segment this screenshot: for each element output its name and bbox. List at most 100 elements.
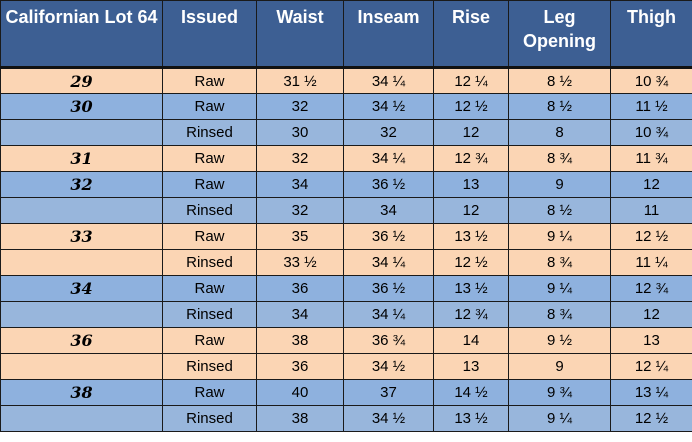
waist-cell: 32 xyxy=(256,197,344,224)
rise-cell: 12 ½ xyxy=(433,93,509,120)
thigh-cell: 11 xyxy=(610,197,692,224)
inseam-cell: 34 xyxy=(343,197,434,224)
size-cell: 30 xyxy=(0,93,163,120)
table-row: Rinsed 38 34 ½ 13 ½ 9 ¼ 12 ½ xyxy=(0,405,692,432)
inseam-cell: 36 ½ xyxy=(343,223,434,250)
leg-opening-cell: 9 ¼ xyxy=(508,223,611,250)
waist-cell: 36 xyxy=(256,275,344,302)
inseam-cell: 36 ¾ xyxy=(343,327,434,354)
leg-opening-cell: 9 ¼ xyxy=(508,405,611,432)
leg-opening-cell: 9 ¾ xyxy=(508,379,611,406)
issued-cell: Raw xyxy=(162,145,257,172)
thigh-cell: 13 ¼ xyxy=(610,379,692,406)
waist-cell: 38 xyxy=(256,405,344,432)
thigh-cell: 10 ¾ xyxy=(610,119,692,146)
thigh-cell: 11 ½ xyxy=(610,93,692,120)
leg-opening-cell: 8 ½ xyxy=(508,93,611,120)
thigh-cell: 12 ½ xyxy=(610,405,692,432)
waist-cell: 30 xyxy=(256,119,344,146)
table-row: Rinsed 32 34 12 8 ½ 11 xyxy=(0,197,692,224)
table-row: 29 Raw 31 ½ 34 ¼ 12 ¼ 8 ½ 10 ¾ xyxy=(0,66,692,94)
inseam-cell: 34 ¼ xyxy=(343,66,434,94)
header-issued: Issued xyxy=(162,0,257,68)
table-row: Rinsed 34 34 ¼ 12 ¾ 8 ¾ 12 xyxy=(0,301,692,328)
thigh-cell: 12 xyxy=(610,171,692,198)
rise-cell: 12 ½ xyxy=(433,249,509,276)
thigh-cell: 12 ¼ xyxy=(610,353,692,380)
size-cell: 32 xyxy=(0,171,163,198)
leg-opening-cell: 9 xyxy=(508,171,611,198)
waist-cell: 36 xyxy=(256,353,344,380)
rise-cell: 14 xyxy=(433,327,509,354)
thigh-cell: 12 xyxy=(610,301,692,328)
size-cell xyxy=(0,301,163,328)
thigh-cell: 11 ¾ xyxy=(610,145,692,172)
size-cell: 34 xyxy=(0,275,163,302)
rise-cell: 12 xyxy=(433,119,509,146)
issued-cell: Rinsed xyxy=(162,249,257,276)
header-inseam: Inseam xyxy=(343,0,434,68)
size-cell: 38 xyxy=(0,379,163,406)
waist-cell: 38 xyxy=(256,327,344,354)
table-row: 34 Raw 36 36 ½ 13 ½ 9 ¼ 12 ¾ xyxy=(0,275,692,302)
size-cell: 31 xyxy=(0,145,163,172)
thigh-cell: 12 ½ xyxy=(610,223,692,250)
rise-cell: 13 ½ xyxy=(433,405,509,432)
table-row: Rinsed 33 ½ 34 ¼ 12 ½ 8 ¾ 11 ¼ xyxy=(0,249,692,276)
table-row: Rinsed 36 34 ½ 13 9 12 ¼ xyxy=(0,353,692,380)
rise-cell: 12 ¾ xyxy=(433,301,509,328)
issued-cell: Raw xyxy=(162,66,257,94)
issued-cell: Rinsed xyxy=(162,197,257,224)
waist-cell: 32 xyxy=(256,93,344,120)
header-thigh: Thigh xyxy=(610,0,692,68)
issued-cell: Raw xyxy=(162,93,257,120)
waist-cell: 40 xyxy=(256,379,344,406)
waist-cell: 33 ½ xyxy=(256,249,344,276)
inseam-cell: 34 ½ xyxy=(343,353,434,380)
size-cell: 33 xyxy=(0,223,163,250)
waist-cell: 34 xyxy=(256,171,344,198)
rise-cell: 14 ½ xyxy=(433,379,509,406)
issued-cell: Raw xyxy=(162,223,257,250)
table-row: 32 Raw 34 36 ½ 13 9 12 xyxy=(0,171,692,198)
table-row: Rinsed 30 32 12 8 10 ¾ xyxy=(0,119,692,146)
size-cell xyxy=(0,249,163,276)
waist-cell: 31 ½ xyxy=(256,66,344,94)
inseam-cell: 34 ½ xyxy=(343,405,434,432)
table-row: 31 Raw 32 34 ¼ 12 ¾ 8 ¾ 11 ¾ xyxy=(0,145,692,172)
thigh-cell: 11 ¼ xyxy=(610,249,692,276)
leg-opening-cell: 8 ½ xyxy=(508,66,611,94)
inseam-cell: 34 ¼ xyxy=(343,145,434,172)
inseam-cell: 34 ¼ xyxy=(343,301,434,328)
size-cell xyxy=(0,119,163,146)
size-cell xyxy=(0,405,163,432)
issued-cell: Raw xyxy=(162,327,257,354)
inseam-cell: 32 xyxy=(343,119,434,146)
thigh-cell: 10 ¾ xyxy=(610,66,692,94)
rise-cell: 12 ¾ xyxy=(433,145,509,172)
inseam-cell: 37 xyxy=(343,379,434,406)
issued-cell: Rinsed xyxy=(162,405,257,432)
inseam-cell: 36 ½ xyxy=(343,275,434,302)
table-row: 30 Raw 32 34 ½ 12 ½ 8 ½ 11 ½ xyxy=(0,93,692,120)
header-rise: Rise xyxy=(433,0,509,68)
rise-cell: 12 ¼ xyxy=(433,66,509,94)
leg-opening-cell: 9 xyxy=(508,353,611,380)
table-row: 36 Raw 38 36 ¾ 14 9 ½ 13 xyxy=(0,327,692,354)
leg-opening-cell: 8 ¾ xyxy=(508,249,611,276)
issued-cell: Raw xyxy=(162,275,257,302)
header-leg-opening: Leg Opening xyxy=(508,0,611,68)
thigh-cell: 12 ¾ xyxy=(610,275,692,302)
leg-opening-cell: 8 xyxy=(508,119,611,146)
rise-cell: 13 ½ xyxy=(433,275,509,302)
leg-opening-cell: 8 ¾ xyxy=(508,301,611,328)
issued-cell: Raw xyxy=(162,379,257,406)
inseam-cell: 34 ¼ xyxy=(343,249,434,276)
rise-cell: 13 xyxy=(433,353,509,380)
rise-cell: 13 xyxy=(433,171,509,198)
waist-cell: 35 xyxy=(256,223,344,250)
size-cell xyxy=(0,353,163,380)
waist-cell: 32 xyxy=(256,145,344,172)
issued-cell: Rinsed xyxy=(162,119,257,146)
waist-cell: 34 xyxy=(256,301,344,328)
